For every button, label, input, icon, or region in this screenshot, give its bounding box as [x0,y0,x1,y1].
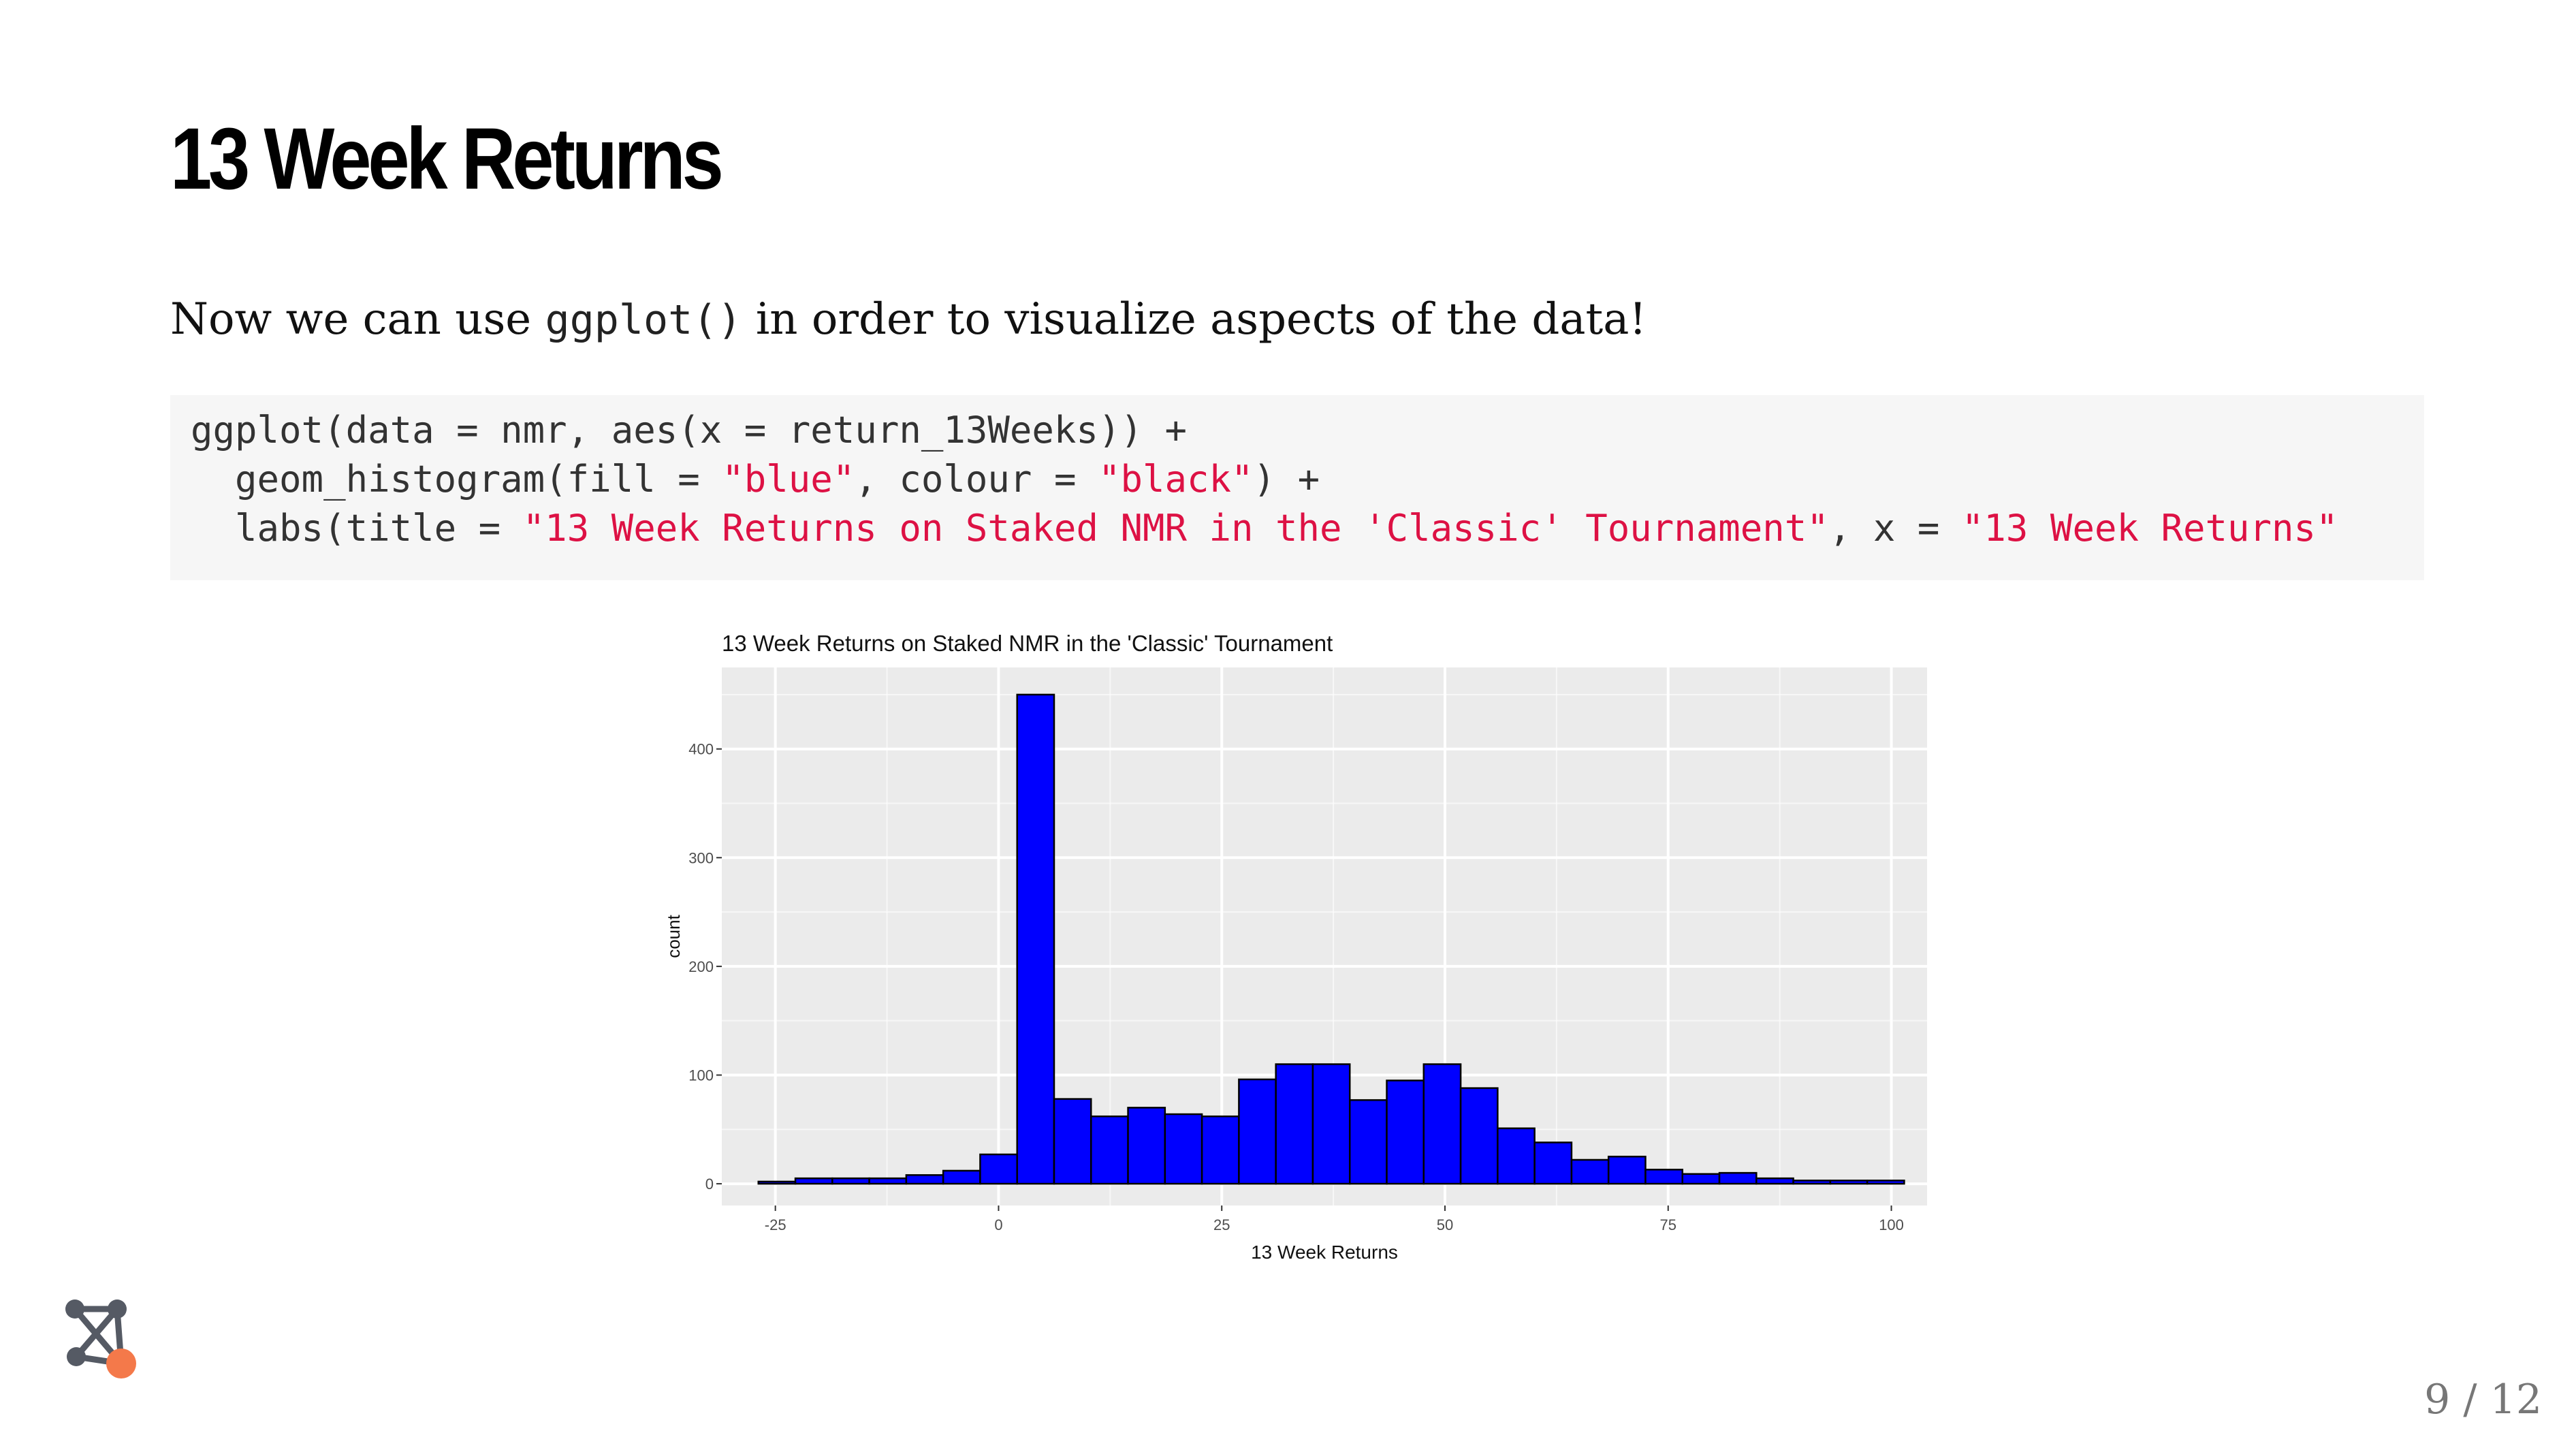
histogram-bar [1090,1115,1129,1185]
intro-text-before: Now we can use [170,294,545,345]
histogram-bar [1348,1099,1388,1185]
histogram-bar [1053,1098,1092,1185]
x-tick-label: 25 [1213,1216,1230,1233]
code-line-2-part-c: , colour = [855,458,1098,501]
histogram-bar [1459,1087,1499,1185]
logo-node-accent [106,1349,136,1378]
slide-title: 13 Week Returns [170,110,724,208]
histogram-bar [1718,1171,1758,1185]
code-line-2-part-e: ) + [1253,458,1320,501]
code-line-3-string-x: "13 Week Returns" [1961,507,2338,550]
histogram-bar [794,1177,833,1185]
histogram-bar [1311,1063,1351,1185]
x-tick-label: 0 [994,1216,1002,1233]
histogram-bar [1533,1141,1573,1185]
histogram-bar [1607,1155,1647,1185]
logo-node [65,1299,84,1319]
logo-edge [74,1307,120,1359]
logo-node [67,1347,86,1366]
page-counter: 9 / 12 [2424,1376,2542,1423]
histogram-bar [1422,1063,1462,1185]
code-line-3: labs(title = "13 Week Returns on Staked … [191,507,2338,550]
network-logo-icon [65,1299,136,1378]
histogram-bar [1866,1180,1905,1185]
histogram-bar [757,1180,797,1185]
y-axis-label: count [663,914,684,958]
histogram-bar [1127,1107,1166,1185]
histogram-bar [1200,1115,1240,1185]
histogram-bar [831,1177,870,1185]
code-line-1: ggplot(data = nmr, aes(x = return_13Week… [191,409,1187,452]
intro-text-after: in order to visualize aspects of the dat… [742,294,1647,345]
histogram-bar [1792,1180,1832,1185]
logo-node [108,1299,127,1319]
y-axis: 0 100 200 300 400 [688,741,722,1193]
code-line-2-string-fill: "blue" [722,458,855,501]
x-tick-label: -25 [765,1216,786,1233]
x-tick-label: 100 [1879,1216,1904,1233]
y-tick-label: 300 [688,849,714,866]
x-axis-label: 13 Week Returns [1251,1242,1398,1263]
histogram-bar [979,1153,1018,1185]
histogram-bar [1681,1173,1721,1185]
histogram-bar [1238,1078,1277,1185]
histogram-bar [905,1174,944,1185]
code-line-3-part-c: , x = [1828,507,1962,550]
histogram-bar [1829,1180,1869,1185]
plot-grid [722,667,1927,1205]
histogram-bar [1497,1127,1536,1185]
histogram-bars [757,693,1905,1185]
x-tick-label: 50 [1437,1216,1453,1233]
histogram-bar [1386,1079,1425,1185]
code-line-3-string-title: "13 Week Returns on Staked NMR in the 'C… [522,507,1829,550]
chart-title: 13 Week Returns on Staked NMR in the 'Cl… [722,631,1333,656]
code-line-2-string-colour: "black" [1098,458,1254,501]
x-axis: -25 0 25 50 75 100 [765,1205,1904,1233]
y-tick-label: 200 [688,958,714,975]
intro-inline-code: ggplot() [545,296,742,344]
histogram-bar [1164,1113,1203,1185]
x-tick-label: 75 [1660,1216,1676,1233]
histogram-bar [1016,693,1055,1185]
y-tick-label: 100 [688,1067,714,1084]
histogram-bar [1755,1177,1794,1185]
code-line-3-part-a: labs(title = [191,507,523,550]
histogram-bar [1644,1169,1684,1185]
code-line-2-part-a: geom_histogram(fill = [191,458,722,501]
histogram-bar [1570,1159,1610,1185]
histogram-chart: 13 Week Returns on Staked NMR in the 'Cl… [663,631,1927,1263]
y-tick-label: 400 [688,741,714,758]
code-block: ggplot(data = nmr, aes(x = return_13Week… [170,395,2424,580]
intro-text: Now we can use ggplot() in order to visu… [170,294,1647,345]
histogram-bar [942,1169,981,1185]
code-line-2: geom_histogram(fill = "blue", colour = "… [191,458,1320,501]
histogram-bar [868,1177,908,1185]
y-tick-label: 0 [705,1176,714,1193]
histogram-bar [1275,1063,1314,1185]
